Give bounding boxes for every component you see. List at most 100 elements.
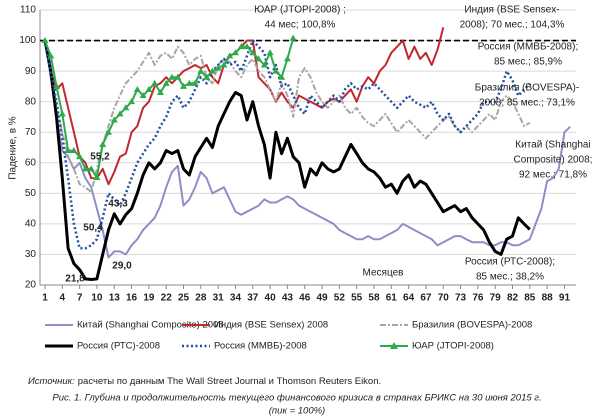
y-tick-label: 30 [25, 249, 37, 260]
x-tick-label: 1 [42, 293, 48, 304]
annotation: 85 мес.; 85,9% [494, 57, 562, 68]
point-marker [87, 165, 95, 172]
point-marker [191, 79, 199, 86]
x-axis-label: Месяцев [363, 268, 404, 279]
point-marker [76, 153, 84, 160]
annotation: Бразилия (BOVESPA)- [475, 83, 579, 94]
point-marker [122, 104, 130, 111]
point-marker [99, 140, 107, 147]
annotation: Россия (РТС-2008); [465, 257, 555, 268]
source-text: расчеты по данным The Wall Street Journa… [78, 376, 381, 387]
y-tick-label: 80 [25, 96, 37, 107]
x-tick-label: 46 [299, 293, 311, 304]
x-tick-label: 43 [282, 293, 294, 304]
x-tick-label: 73 [455, 293, 467, 304]
x-tick-label: 58 [368, 293, 380, 304]
annotation: 43,3 [108, 199, 128, 210]
annotation: 92 мес.; 71,8% [519, 170, 587, 181]
point-marker [128, 98, 136, 105]
series-line [44, 40, 571, 259]
point-marker [58, 110, 66, 117]
y-tick-label: 40 [25, 219, 37, 230]
legend-label: Бразилия (BOVESPA)-2008 [412, 320, 532, 331]
annotation: Китай (Shanghai [515, 140, 590, 151]
y-tick-label: 100 [19, 35, 36, 46]
x-tick-label: 61 [386, 293, 398, 304]
x-tick-label: 37 [247, 293, 259, 304]
x-tick-label: 64 [403, 293, 415, 304]
point-marker [283, 55, 291, 62]
caption: Рис. 1. Глубина и продолжительность теку… [52, 393, 541, 404]
legend-label: ЮАР (JTOPI-2008) [412, 341, 494, 352]
annotation: 44 мес; 100,8% [265, 20, 336, 31]
legend-label: Китай (Shanghai Composite) 2008 [77, 320, 224, 331]
point-marker [145, 85, 153, 92]
y-tick-label: 110 [20, 5, 36, 16]
legend-label: Россия (ММВБ)-2008 [214, 341, 307, 352]
point-marker [81, 165, 89, 172]
y-tick-label: 60 [25, 157, 37, 168]
x-tick-label: 67 [420, 293, 432, 304]
point-marker [174, 73, 182, 80]
point-marker [47, 52, 55, 59]
legend-marker [390, 342, 398, 349]
x-tick-label: 91 [559, 293, 571, 304]
point-marker [104, 128, 112, 135]
x-tick-label: 40 [265, 293, 277, 304]
x-tick-label: 55 [351, 293, 363, 304]
x-tick-label: 13 [109, 293, 121, 304]
point-marker [133, 85, 141, 92]
y-tick-label: 90 [25, 66, 37, 77]
point-marker [41, 37, 49, 44]
x-tick-label: 49 [316, 293, 328, 304]
annotation: 2008); 70 мес.; 104,3% [460, 20, 565, 31]
point-marker [255, 55, 263, 62]
source: Источник: расчеты по данным The Wall Stre… [28, 376, 381, 387]
point-marker [168, 73, 176, 80]
point-marker [203, 73, 211, 80]
point-marker [243, 43, 251, 50]
point-marker [151, 79, 159, 86]
annotation: 55,2 [90, 152, 110, 163]
point-marker [214, 64, 222, 71]
point-marker [272, 67, 280, 74]
annotation: 21,8 [65, 274, 85, 285]
x-tick-label: 7 [77, 293, 83, 304]
point-marker [162, 79, 170, 86]
x-tick-label: 22 [161, 293, 173, 304]
point-marker [289, 34, 297, 41]
point-marker [197, 67, 205, 74]
point-marker [156, 89, 164, 95]
x-tick-label: 70 [438, 293, 450, 304]
y-axis-label: Падение, в % [8, 116, 19, 179]
x-tick-label: 25 [178, 293, 190, 304]
legend-label: Индия (BSE Sensex) 2008 [214, 320, 328, 331]
x-tick-label: 10 [91, 293, 103, 304]
point-marker [231, 49, 239, 56]
y-tick-label: 50 [25, 188, 37, 199]
point-marker [226, 52, 234, 59]
point-marker [70, 147, 78, 154]
annotation: ЮАР (JTOPI-2008) ; [254, 5, 346, 16]
y-tick-label: 20 [25, 280, 37, 291]
x-tick-label: 4 [60, 293, 66, 304]
point-marker [185, 79, 193, 86]
annotation: 29,0 [112, 261, 132, 272]
series-line [43, 40, 531, 281]
x-tick-label: 16 [126, 293, 138, 304]
annotation: Индия (BSE Sensex- [464, 5, 559, 16]
point-marker [249, 49, 257, 56]
legend-label: Россия (РТС)-2008 [77, 341, 160, 352]
point-marker [116, 110, 124, 117]
x-tick-label: 85 [524, 293, 536, 304]
x-tick-label: 88 [542, 293, 554, 304]
x-tick-label: 52 [334, 293, 346, 304]
point-marker [208, 67, 216, 74]
point-marker [139, 92, 147, 99]
point-marker [180, 82, 188, 89]
point-marker [220, 61, 228, 68]
y-tick-label: 70 [25, 127, 37, 138]
point-marker [110, 116, 118, 123]
point-marker [278, 73, 286, 80]
